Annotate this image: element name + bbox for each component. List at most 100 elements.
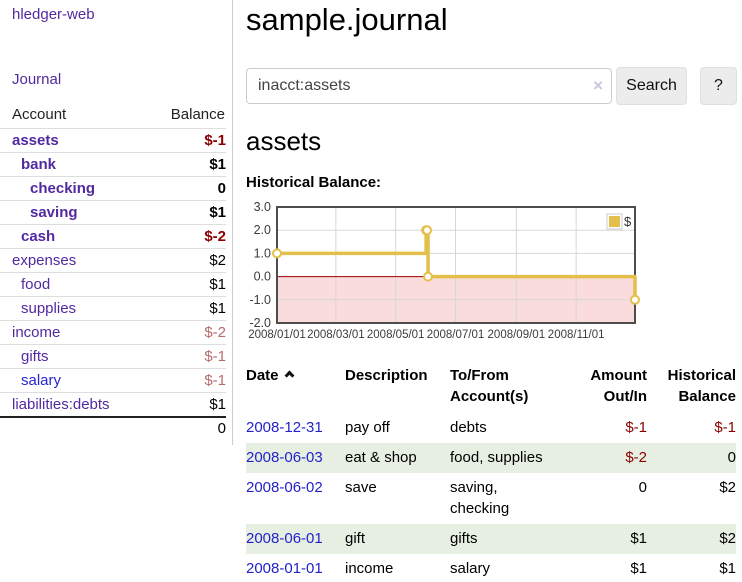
account-link[interactable]: assets bbox=[12, 132, 59, 149]
svg-text:2008/07/01: 2008/07/01 bbox=[427, 329, 485, 341]
transaction-description: gift bbox=[345, 524, 450, 554]
account-row: food $1 bbox=[0, 272, 226, 296]
svg-text:0.0: 0.0 bbox=[254, 270, 271, 284]
accounts-column-header: To/From Account(s) bbox=[450, 367, 529, 405]
svg-text:2008/01/01: 2008/01/01 bbox=[248, 329, 306, 341]
account-balance: $1 bbox=[209, 276, 226, 293]
chart-title: Historical Balance: bbox=[246, 174, 382, 191]
account-balance: $1 bbox=[209, 300, 226, 317]
page-title: sample.journal bbox=[246, 2, 448, 37]
account-balance: $1 bbox=[209, 396, 226, 413]
svg-text:3.0: 3.0 bbox=[254, 200, 271, 214]
transaction-amount: 0 bbox=[638, 478, 647, 496]
search-form: × bbox=[246, 68, 612, 104]
account-link[interactable]: bank bbox=[21, 156, 57, 173]
account-balance: $-1 bbox=[204, 348, 226, 365]
account-balance: $-2 bbox=[204, 228, 226, 245]
account-balance: $1 bbox=[209, 204, 226, 221]
account-row: saving $1 bbox=[0, 200, 226, 224]
account-balance: $-1 bbox=[204, 372, 226, 389]
account-link[interactable]: cash bbox=[21, 228, 56, 245]
svg-text:-1.0: -1.0 bbox=[249, 293, 271, 307]
account-row: bank $1 bbox=[0, 152, 226, 176]
app-title-link[interactable]: hledger-web bbox=[12, 6, 95, 23]
account-balance: 0 bbox=[217, 180, 226, 197]
sidebar-item-journal[interactable]: Journal bbox=[12, 71, 62, 88]
transaction-description: income bbox=[345, 559, 394, 577]
account-row: gifts $-1 bbox=[0, 344, 226, 368]
account-row: salary $-1 bbox=[0, 368, 226, 392]
search-button[interactable]: Search bbox=[616, 67, 687, 105]
transaction-balance: $-1 bbox=[714, 419, 736, 436]
amount-column-header: Amount Out/In bbox=[590, 367, 647, 405]
account-balance-table: Account Balance assets $-1 bank $1 bbox=[0, 102, 226, 439]
account-link[interactable]: salary bbox=[21, 372, 62, 389]
transaction-row: 2008-12-31 pay off debts $-1 $-1 bbox=[246, 413, 736, 443]
transaction-date-link[interactable]: 2008-06-02 bbox=[246, 478, 323, 496]
transaction-balance: $2 bbox=[719, 478, 736, 496]
account-balance: $-2 bbox=[204, 324, 226, 341]
transaction-amount: $1 bbox=[630, 559, 647, 577]
transaction-amount: $-2 bbox=[561, 442, 647, 473]
svg-text:2008/09/01: 2008/09/01 bbox=[488, 329, 546, 341]
sidebar: hledger-web Journal Account Balance asse… bbox=[0, 0, 233, 445]
account-row: supplies $1 bbox=[0, 296, 226, 320]
account-row: checking 0 bbox=[0, 176, 226, 200]
account-link[interactable]: gifts bbox=[21, 348, 49, 365]
transaction-date-link[interactable]: 2008-06-01 bbox=[246, 530, 323, 547]
date-column-header[interactable]: Date bbox=[246, 362, 345, 413]
svg-text:2008/11/01: 2008/11/01 bbox=[548, 329, 605, 341]
account-link[interactable]: liabilities:debts bbox=[12, 396, 110, 413]
transaction-description: save bbox=[345, 478, 377, 496]
transaction-amount: $1 bbox=[561, 524, 647, 554]
transaction-balance: 0 bbox=[647, 442, 736, 473]
account-row: expenses $2 bbox=[0, 248, 226, 272]
register-rows: 2008-12-31 pay off debts $-1 $-1 2008-06… bbox=[246, 413, 736, 582]
svg-text:2.0: 2.0 bbox=[254, 223, 271, 237]
transaction-row: 2008-06-03 eat & shop food, supplies $-2… bbox=[246, 442, 736, 473]
account-row: cash $-2 bbox=[0, 224, 226, 248]
account-balance: $-1 bbox=[204, 132, 226, 149]
transaction-balance: $1 bbox=[719, 559, 736, 577]
help-button[interactable]: ? bbox=[700, 67, 737, 105]
account-column-header: Account bbox=[12, 106, 67, 123]
account-balance: $2 bbox=[209, 252, 226, 269]
transaction-amount: $-1 bbox=[625, 419, 647, 436]
svg-text:2008/03/01: 2008/03/01 bbox=[307, 329, 365, 341]
register-header-row: Date Description To/From Account(s) Amou… bbox=[246, 362, 736, 413]
transaction-accounts: salary bbox=[450, 559, 491, 577]
accounts-total-row: 0 bbox=[0, 416, 226, 439]
account-link[interactable]: expenses bbox=[12, 252, 77, 269]
search-input[interactable] bbox=[246, 68, 612, 104]
account-link[interactable]: income bbox=[12, 324, 61, 341]
svg-text:2008/05/01: 2008/05/01 bbox=[367, 329, 425, 341]
svg-text:1.0: 1.0 bbox=[254, 246, 271, 260]
transaction-accounts: gifts bbox=[450, 524, 561, 554]
transaction-row: 2008-01-01 income salary $1 $1 bbox=[246, 554, 736, 582]
transaction-row: 2008-06-01 gift gifts $1 $2 bbox=[246, 524, 736, 554]
historical-balance-chart: $3.0 2.0 1.0 0.0 -1.0 -2.0 2008/01/01 2008/03/0… bbox=[240, 200, 702, 342]
transaction-accounts: debts bbox=[450, 419, 487, 436]
account-page-title: assets bbox=[246, 126, 322, 156]
accounts-total-value: 0 bbox=[217, 420, 226, 437]
transaction-balance: $2 bbox=[647, 524, 736, 554]
svg-text:-2.0: -2.0 bbox=[249, 316, 271, 330]
transaction-date-link[interactable]: 2008-06-03 bbox=[246, 448, 323, 466]
transaction-accounts: food, supplies bbox=[450, 442, 561, 473]
transaction-date-link[interactable]: 2008-12-31 bbox=[246, 419, 323, 436]
account-row: income $-2 bbox=[0, 320, 226, 344]
transaction-description: eat & shop bbox=[345, 442, 450, 473]
account-row: assets $-1 bbox=[0, 128, 226, 152]
transaction-row: 2008-06-02 save saving, checking 0 $2 bbox=[246, 473, 736, 525]
balance-column-header: Historical Balance bbox=[667, 367, 736, 405]
account-link[interactable]: checking bbox=[30, 180, 96, 197]
register-table: Date Description To/From Account(s) Amou… bbox=[246, 362, 736, 582]
account-link[interactable]: supplies bbox=[21, 300, 77, 317]
account-rows: assets $-1 bank $1 checking 0 savin bbox=[0, 128, 226, 416]
description-column-header: Description bbox=[345, 367, 428, 384]
account-link[interactable]: food bbox=[21, 276, 51, 293]
clear-search-icon[interactable]: × bbox=[593, 76, 603, 95]
transaction-date-link[interactable]: 2008-01-01 bbox=[246, 559, 323, 577]
account-link[interactable]: saving bbox=[30, 204, 78, 221]
